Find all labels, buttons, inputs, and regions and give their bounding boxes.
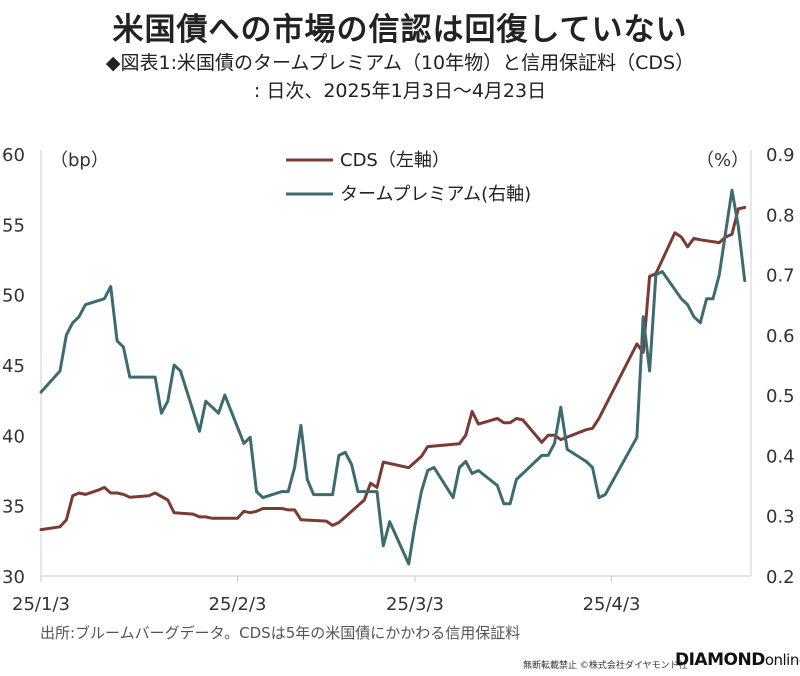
right-tick-label: 0.9 [766,145,795,166]
right-tick-label: 0.7 [766,266,795,287]
chart-title: 米国債への市場の信認は回復していない [112,12,688,48]
series-line-term [39,188,747,566]
copyright-note: 無断転載禁止 ©株式会社ダイヤモンド社 [523,661,688,671]
x-tick-label: 25/3/3 [386,594,444,615]
left-tick-label: 50 [2,286,25,307]
source-note: 出所:ブルームバーグデータ。CDSは5年の米国債にかかわる信用保証料 [40,624,521,642]
chart-date-range: : 日次、2025年1月3日〜4月23日 [253,80,547,102]
x-tick-label: 25/1/3 [12,594,70,615]
right-tick-label: 0.5 [766,386,795,407]
right-axis-unit: （%） [696,150,749,171]
right-tick-label: 0.3 [766,507,795,528]
x-tick-label: 25/4/3 [583,594,641,615]
right-tick-label: 0.8 [766,205,795,226]
x-tick-label: 25/2/3 [209,594,267,615]
left-tick-label: 60 [2,145,25,166]
logo-main: DIAMOND [675,650,765,670]
left-tick-label: 45 [2,356,25,377]
chart-subtitle: ◆図表1:米国債のタームプレミアム（10年物）と信用保証料（CDS） [105,52,695,74]
left-tick-label: 55 [2,215,25,236]
series-line-cds [39,206,747,532]
right-tick-label: 0.4 [766,446,795,467]
left-axis-unit: （bp） [50,150,109,171]
logo-sub: online [764,651,800,669]
right-tick-label: 0.2 [766,567,795,588]
legend-label-cds: CDS（左軸） [340,150,450,171]
right-tick-label: 0.6 [766,326,795,347]
left-tick-label: 40 [2,426,25,447]
left-tick-label: 35 [2,497,25,518]
legend-label-term: タームプレミアム(右軸) [340,184,531,205]
diamond-online-logo: DIAMONDonline [675,650,800,670]
left-tick-label: 30 [2,567,25,588]
